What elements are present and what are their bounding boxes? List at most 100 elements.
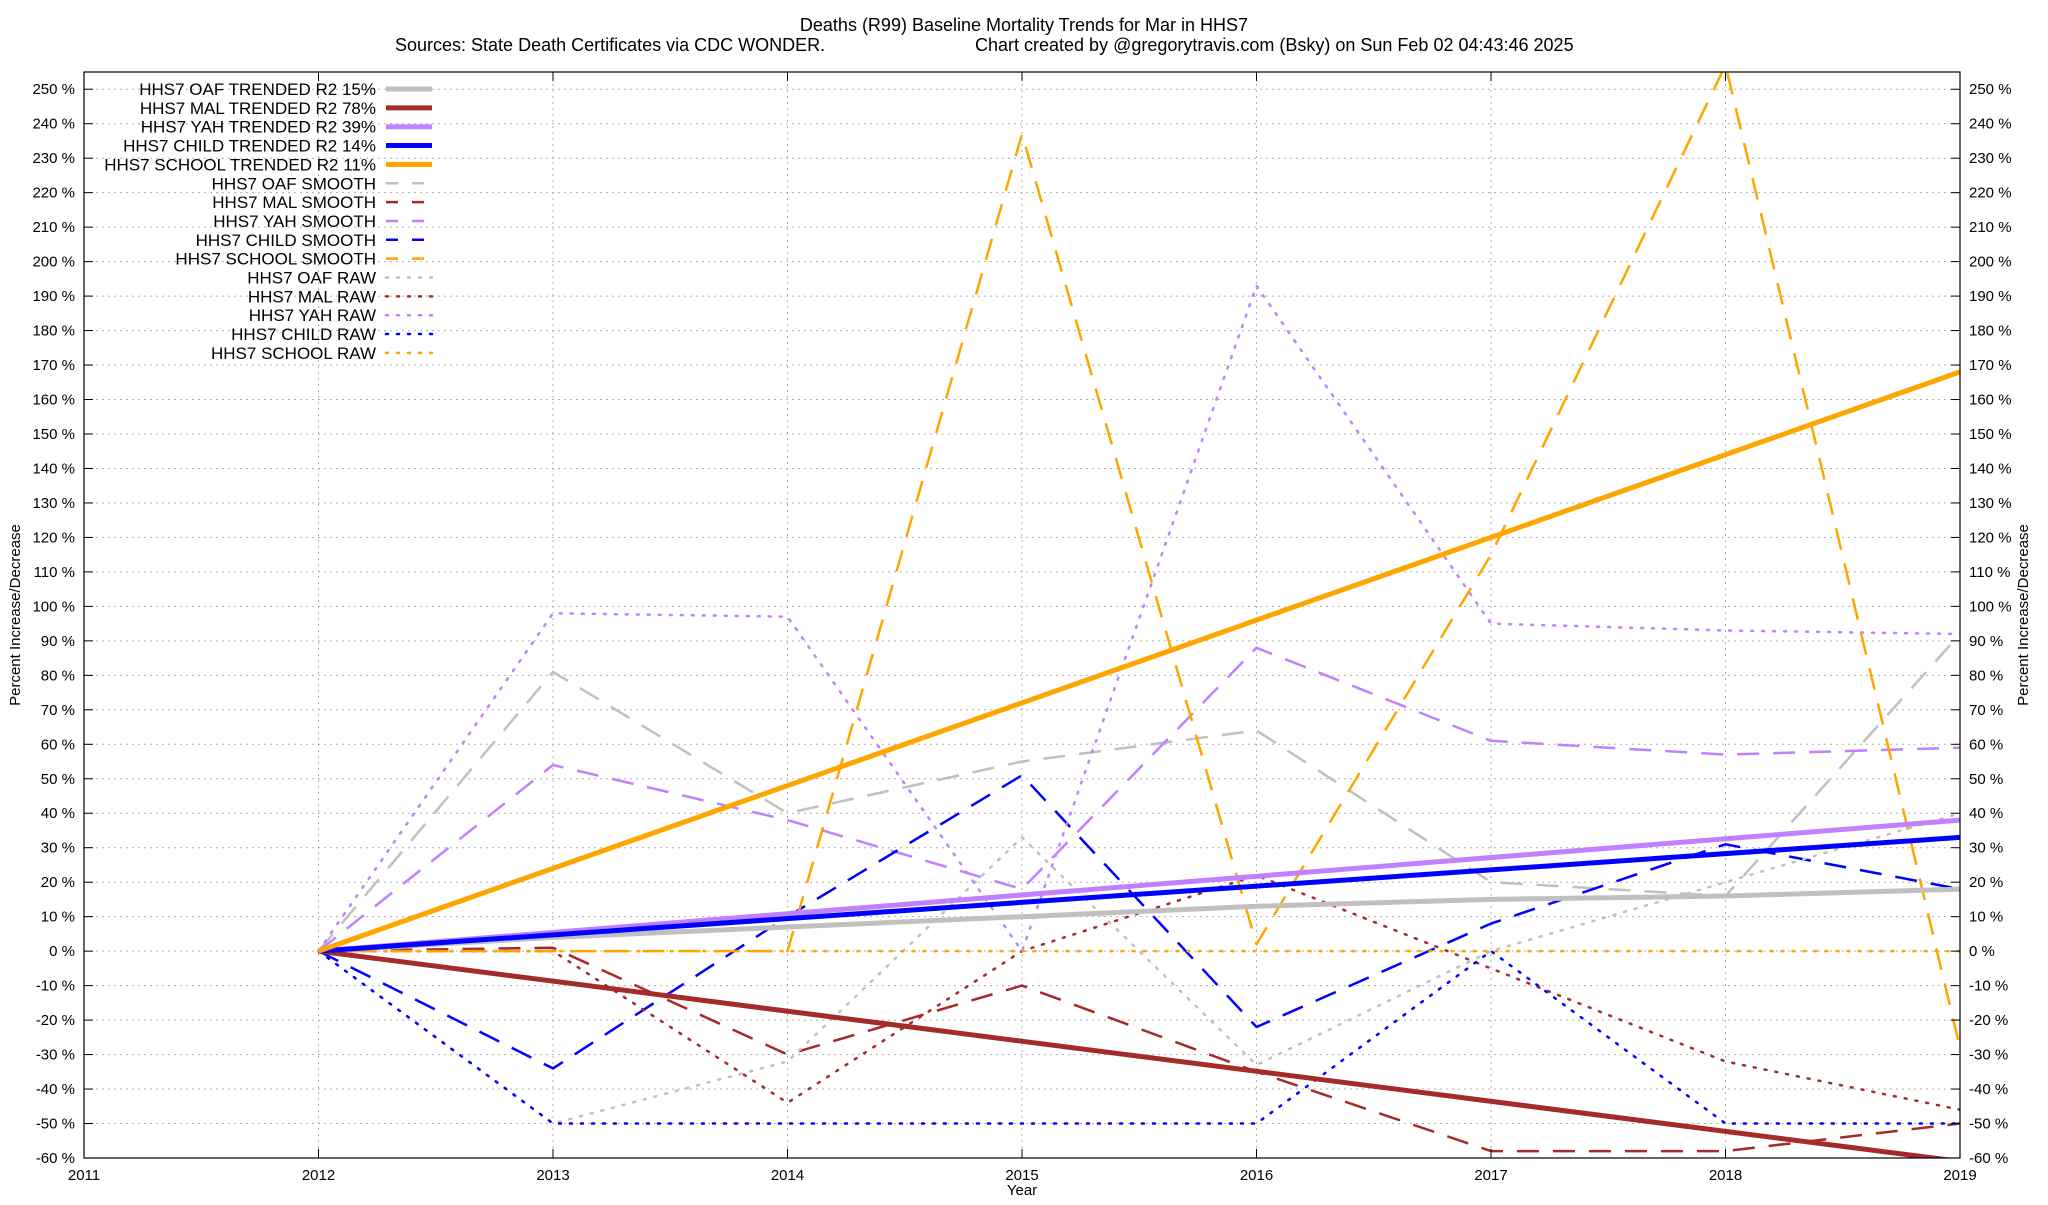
y2-tick-label: -50 %	[1969, 1116, 2008, 1133]
y2-tick-label: 250 %	[1969, 81, 2012, 98]
legend-label: HHS7 CHILD SMOOTH	[196, 231, 376, 250]
y2-tick-label: 50 %	[1969, 771, 2003, 788]
series-line-9	[318, 72, 1960, 1048]
y-tick-label: 240 %	[32, 116, 75, 133]
x-tick-label: 2016	[1240, 1167, 1273, 1184]
y2-tick-label: 20 %	[1969, 874, 2003, 891]
y2-tick-label: 70 %	[1969, 702, 2003, 719]
legend-label: HHS7 SCHOOL TRENDED R2 11%	[104, 155, 376, 174]
series-line-1	[318, 948, 1954, 1158]
legend: HHS7 OAF TRENDED R2 15%HHS7 MAL TRENDED …	[104, 80, 434, 363]
y-tick-label: 10 %	[41, 909, 75, 926]
y-tick-label: 0 %	[49, 943, 75, 960]
y-tick-label: 250 %	[32, 81, 75, 98]
y2-tick-label: 0 %	[1969, 943, 1995, 960]
legend-label: HHS7 OAF TRENDED R2 15%	[139, 80, 376, 99]
y2-tick-label: 230 %	[1969, 150, 2012, 167]
y2-tick-label: 120 %	[1969, 529, 2012, 546]
y2-tick-label: 190 %	[1969, 288, 2012, 305]
y2-tick-label: 240 %	[1969, 116, 2012, 133]
x-tick-label: 2015	[1005, 1167, 1038, 1184]
y2-tick-label: 150 %	[1969, 426, 2012, 443]
y-tick-label: 100 %	[32, 598, 75, 615]
y-tick-label: 110 %	[34, 564, 75, 581]
legend-label: HHS7 OAF RAW	[247, 269, 376, 288]
y2-tick-label: 210 %	[1969, 219, 2012, 236]
y2-tick-label: 180 %	[1969, 323, 2012, 340]
y-tick-label: 230 %	[32, 150, 75, 167]
legend-label: HHS7 YAH RAW	[249, 306, 376, 325]
y-tick-label: 50 %	[41, 771, 75, 788]
y-axis-label: Percent Increase/Decrease	[7, 524, 24, 706]
legend-label: HHS7 SCHOOL RAW	[211, 344, 376, 363]
legend-label: HHS7 YAH SMOOTH	[213, 212, 376, 231]
y-tick-label: -10 %	[36, 978, 75, 995]
y-tick-label: 30 %	[41, 840, 75, 857]
y-tick-label: -50 %	[36, 1116, 75, 1133]
x-tick-label: 2018	[1709, 1167, 1742, 1184]
series-line-5	[317, 633, 1960, 952]
series-line-13	[317, 949, 1960, 1125]
y-tick-label: 190 %	[32, 288, 75, 305]
y2-tick-label: -30 %	[1969, 1047, 2008, 1064]
x-tick-label: 2017	[1474, 1167, 1507, 1184]
y-tick-label: 130 %	[32, 495, 75, 512]
axes: -60 % -60 % -50 % -50 % -40 % -40 % -30 % -30 %…	[32, 72, 2012, 1184]
y2-tick-label: 60 %	[1969, 736, 2003, 753]
legend-label: HHS7 YAH TRENDED R2 39%	[141, 118, 376, 137]
y-tick-label: 170 %	[32, 357, 75, 374]
x-tick-label: 2011	[68, 1167, 100, 1184]
y2-tick-label: 170 %	[1969, 357, 2012, 374]
y-tick-label: 150 %	[32, 426, 75, 443]
x-tick-label: 2014	[771, 1167, 804, 1184]
x-axis-label: Year	[1007, 1182, 1037, 1199]
y-tick-label: 140 %	[32, 460, 75, 477]
y-tick-label: 220 %	[32, 185, 75, 202]
y-tick-label: 60 %	[41, 736, 75, 753]
y-tick-label: -20 %	[36, 1012, 75, 1029]
y-tick-label: 40 %	[41, 805, 75, 822]
chart-credit: Chart created by @gregorytravis.com (Bsk…	[975, 35, 1574, 55]
series-line-4	[317, 369, 1960, 954]
series-line-0	[318, 886, 1960, 954]
legend-label: HHS7 SCHOOL SMOOTH	[175, 250, 376, 269]
y-tick-label: 210 %	[32, 219, 75, 236]
y2-tick-label: 130 %	[1969, 495, 2012, 512]
series-line-8	[317, 774, 1960, 1070]
y2-tick-label: 40 %	[1969, 805, 2003, 822]
y-tick-label: -60 %	[36, 1150, 75, 1167]
y-tick-label: 90 %	[41, 633, 75, 650]
y-tick-label: -30 %	[36, 1047, 75, 1064]
x-tick-label: 2012	[302, 1167, 335, 1184]
y-tick-label: 120 %	[32, 529, 75, 546]
legend-label: HHS7 MAL TRENDED R2 78%	[140, 99, 376, 118]
y2-tick-label: 30 %	[1969, 840, 2003, 857]
plot-series	[317, 72, 1960, 1158]
series-line-6	[318, 946, 1960, 1153]
series-line-12	[317, 284, 1960, 953]
y-tick-label: -40 %	[36, 1081, 75, 1098]
legend-label: HHS7 CHILD RAW	[231, 325, 376, 344]
y2-tick-label: -40 %	[1969, 1081, 2008, 1098]
y2-tick-label: 80 %	[1969, 667, 2003, 684]
y-tick-label: 70 %	[41, 702, 75, 719]
chart-sources: Sources: State Death Certificates via CD…	[395, 35, 825, 55]
y2-tick-label: 110 %	[1969, 564, 2010, 581]
y-tick-label: 200 %	[32, 254, 75, 271]
y2-tick-label: -10 %	[1969, 978, 2008, 995]
series-line-7	[317, 646, 1960, 953]
y2-tick-label: 90 %	[1969, 633, 2003, 650]
series-line-2	[318, 817, 1960, 954]
y2-tick-label: 160 %	[1969, 392, 2012, 409]
legend-label: HHS7 MAL SMOOTH	[212, 193, 376, 212]
y2-tick-label: -60 %	[1969, 1150, 2008, 1167]
y2-tick-label: 140 %	[1969, 460, 2012, 477]
series-line-3	[318, 834, 1960, 954]
legend-label: HHS7 CHILD TRENDED R2 14%	[123, 137, 376, 156]
legend-label: HHS7 OAF SMOOTH	[212, 174, 376, 193]
y-tick-label: 180 %	[32, 323, 75, 340]
y-tick-label: 20 %	[41, 874, 75, 891]
y2-tick-label: 100 %	[1969, 598, 2012, 615]
